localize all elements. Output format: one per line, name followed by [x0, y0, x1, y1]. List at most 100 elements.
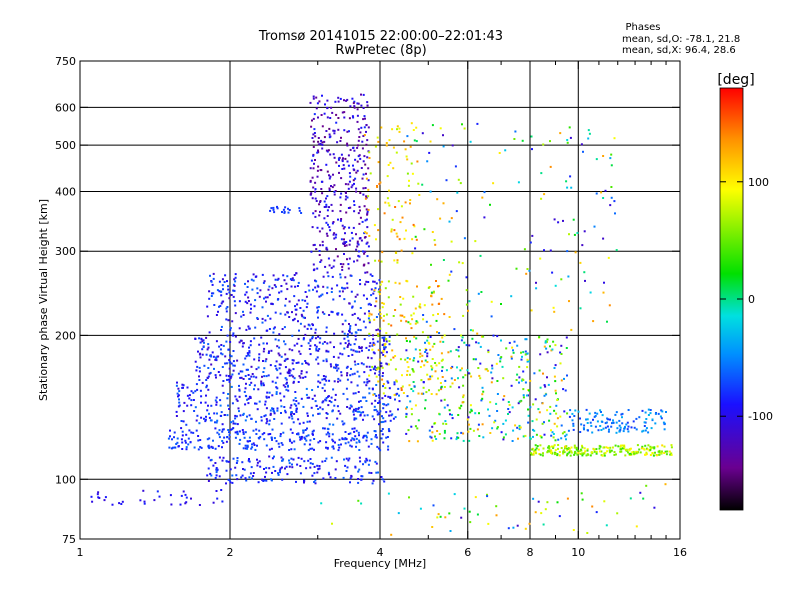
data-point: [365, 384, 368, 387]
data-point: [553, 310, 556, 313]
data-point: [248, 354, 251, 357]
data-point: [411, 238, 414, 241]
data-point: [394, 416, 397, 419]
data-point: [258, 429, 261, 432]
data-point: [377, 229, 380, 232]
data-point: [233, 278, 236, 281]
data-point: [255, 420, 257, 423]
data-point: [619, 428, 622, 431]
data-point: [358, 400, 360, 403]
data-point: [547, 383, 550, 386]
data-point: [261, 306, 264, 309]
data-point: [397, 387, 400, 390]
data-point: [470, 409, 473, 412]
data-point: [345, 99, 348, 102]
data-point: [288, 348, 291, 351]
data-point: [411, 252, 414, 255]
data-point: [617, 445, 620, 448]
data-point: [228, 380, 231, 383]
data-point: [341, 353, 344, 356]
data-point: [480, 399, 483, 402]
x-tick-label: 6: [464, 546, 471, 559]
data-point: [394, 398, 396, 401]
data-point: [311, 389, 314, 391]
data-point: [368, 332, 371, 335]
data-point: [198, 366, 201, 369]
data-point: [185, 448, 188, 451]
data-point: [378, 288, 380, 291]
data-point: [458, 355, 460, 358]
data-point: [366, 213, 369, 216]
data-point: [330, 396, 333, 399]
data-point: [641, 445, 644, 448]
data-point: [325, 163, 328, 166]
data-point: [443, 437, 446, 440]
data-point: [330, 266, 333, 269]
data-point: [257, 481, 260, 484]
data-point: [364, 187, 367, 189]
data-point: [435, 393, 438, 396]
data-point: [507, 413, 509, 415]
data-point: [537, 408, 540, 411]
data-point: [318, 100, 321, 103]
data-point: [253, 305, 256, 308]
data-point: [376, 340, 379, 343]
data-point: [278, 346, 281, 349]
data-point: [353, 312, 356, 315]
data-point: [321, 125, 324, 128]
data-point: [325, 417, 328, 420]
data-point: [663, 428, 666, 431]
data-point: [219, 399, 222, 402]
data-point: [328, 435, 331, 438]
data-point: [335, 121, 338, 124]
data-point: [375, 434, 377, 436]
data-point: [546, 501, 549, 504]
data-point: [457, 414, 460, 416]
data-point: [341, 323, 344, 326]
data-point: [354, 334, 357, 337]
data-point: [258, 400, 261, 403]
data-point: [563, 431, 566, 434]
data-point: [250, 307, 252, 310]
data-point: [382, 420, 385, 423]
data-point: [313, 394, 316, 397]
data-point: [504, 419, 507, 422]
data-point: [450, 437, 453, 440]
data-point: [400, 387, 403, 390]
data-point: [552, 433, 555, 435]
data-point: [328, 473, 331, 476]
data-point: [522, 351, 525, 354]
data-point: [627, 451, 629, 454]
data-point: [602, 155, 605, 157]
data-point: [316, 471, 319, 474]
data-point: [564, 435, 567, 438]
data-point: [322, 400, 325, 403]
data-point: [349, 327, 352, 330]
data-point: [328, 136, 331, 139]
data-point: [235, 398, 238, 401]
data-point: [393, 259, 396, 262]
data-point: [351, 353, 354, 356]
data-point: [221, 278, 224, 281]
data-point: [397, 408, 399, 411]
data-point: [379, 410, 382, 413]
data-point: [483, 216, 486, 219]
data-point: [587, 129, 590, 132]
data-point: [319, 261, 322, 263]
data-point: [251, 373, 254, 375]
data-point: [365, 218, 368, 221]
data-point: [367, 445, 370, 448]
data-point: [552, 436, 555, 439]
data-point: [357, 254, 360, 257]
data-point: [554, 284, 557, 287]
data-point: [225, 310, 228, 313]
data-point: [199, 352, 202, 355]
data-point: [621, 447, 624, 450]
x-axis-ticks: 1 2 4 6 8 10 16: [77, 61, 687, 559]
data-point: [375, 462, 378, 465]
data-point: [645, 451, 648, 454]
data-point: [429, 336, 432, 338]
data-point: [636, 444, 639, 447]
data-point: [486, 493, 488, 496]
data-point: [270, 478, 272, 481]
